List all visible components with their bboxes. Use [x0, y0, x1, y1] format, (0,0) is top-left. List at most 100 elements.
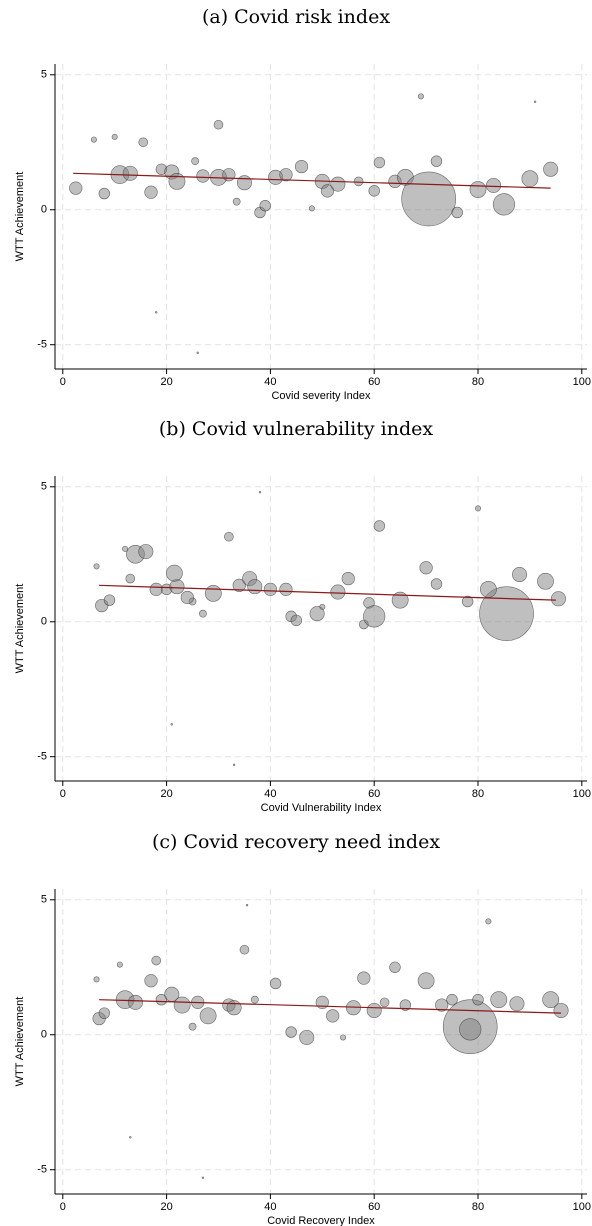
bubble — [363, 605, 386, 628]
x-tick-label: 40 — [264, 788, 276, 800]
bubble — [93, 976, 100, 983]
bubble — [232, 197, 241, 206]
bubble — [165, 564, 183, 582]
bubble — [129, 1136, 132, 1139]
bubble — [353, 176, 364, 187]
bubble — [285, 1026, 297, 1038]
bubble — [169, 579, 185, 595]
x-tick-label: 0 — [60, 788, 66, 800]
bubble — [553, 1002, 569, 1018]
bubble — [180, 590, 194, 605]
bubble — [542, 991, 560, 1009]
bubble — [149, 582, 163, 596]
y-axis-label: WTT Achievement — [14, 997, 26, 1087]
x-tick-label: 60 — [368, 376, 380, 388]
bubble — [330, 176, 346, 192]
y-tick-label: 5 — [41, 69, 47, 81]
bubble — [341, 571, 355, 586]
x-axis-label: Covid Vulnerability Index — [261, 802, 382, 814]
bubble — [168, 173, 186, 190]
bubble — [138, 137, 149, 148]
x-tick-label: 60 — [368, 788, 380, 800]
bubble — [279, 168, 293, 182]
bubble — [199, 609, 207, 618]
panel-title: (c) Covid recovery need index — [152, 831, 440, 853]
bubble — [290, 614, 303, 627]
bubble — [309, 606, 325, 622]
y-tick-label: 5 — [41, 481, 47, 493]
bubble — [93, 563, 100, 570]
bubble — [155, 311, 158, 314]
bubble — [490, 991, 508, 1009]
bubble — [224, 531, 234, 542]
bubble — [250, 995, 259, 1004]
x-tick-label: 40 — [264, 1201, 276, 1213]
bubble — [373, 156, 386, 169]
bubble — [320, 184, 335, 198]
bubble — [144, 974, 158, 988]
bubble — [245, 903, 249, 907]
x-tick-label: 100 — [573, 1201, 591, 1213]
bubble — [236, 175, 252, 191]
bubble — [122, 545, 129, 552]
fit-line — [99, 999, 562, 1014]
bubble — [116, 961, 123, 968]
bubble — [368, 185, 380, 197]
fit-line — [73, 172, 551, 189]
bubble — [401, 171, 456, 227]
x-tick-label: 80 — [472, 1201, 484, 1213]
bubble — [199, 1007, 217, 1025]
bubble — [111, 133, 118, 140]
y-axis-label: WTT Achievement — [14, 584, 26, 674]
x-tick-label: 80 — [472, 376, 484, 388]
bubble — [417, 972, 435, 990]
bubble — [435, 998, 449, 1012]
bubble — [330, 584, 346, 600]
bubble — [294, 159, 309, 174]
bubble — [226, 1000, 242, 1016]
y-tick-label: 0 — [41, 1029, 47, 1041]
bubble — [446, 993, 458, 1006]
bubble — [98, 187, 111, 200]
bubble — [543, 161, 559, 177]
bubble — [125, 573, 136, 584]
bubble — [521, 170, 539, 188]
bubble — [389, 961, 401, 973]
fit-line — [99, 584, 556, 601]
y-tick-label: 5 — [41, 894, 47, 906]
bubble — [492, 193, 516, 216]
x-tick-label: 20 — [160, 788, 172, 800]
x-tick-label: 0 — [60, 376, 66, 388]
x-tick-label: 0 — [60, 1201, 66, 1213]
x-tick-label: 80 — [472, 788, 484, 800]
bubble — [90, 136, 97, 143]
bubble — [127, 994, 143, 1010]
bubble — [247, 579, 263, 595]
x-tick-label: 40 — [264, 376, 276, 388]
x-tick-label: 60 — [368, 1201, 380, 1213]
bubble — [103, 594, 116, 606]
bubble — [419, 561, 433, 575]
bubble — [475, 505, 482, 512]
bubble — [479, 586, 534, 641]
bubble — [144, 185, 158, 199]
y-tick-label: -5 — [37, 339, 47, 351]
bubble — [391, 591, 409, 609]
y-tick-label: 0 — [41, 204, 47, 216]
x-tick-label: 20 — [160, 1201, 172, 1213]
bubble — [326, 1009, 340, 1023]
bubble — [459, 1018, 482, 1041]
bubble — [472, 993, 484, 1006]
bubble — [151, 955, 162, 966]
bubble — [213, 119, 224, 130]
bubble — [204, 585, 222, 602]
bubble — [196, 169, 210, 183]
bubble — [512, 567, 528, 583]
y-tick-label: -5 — [37, 751, 47, 763]
y-tick-label: -5 — [37, 1164, 47, 1176]
x-tick-label: 100 — [573, 788, 591, 800]
bubble — [122, 165, 138, 181]
bubble — [222, 168, 236, 182]
